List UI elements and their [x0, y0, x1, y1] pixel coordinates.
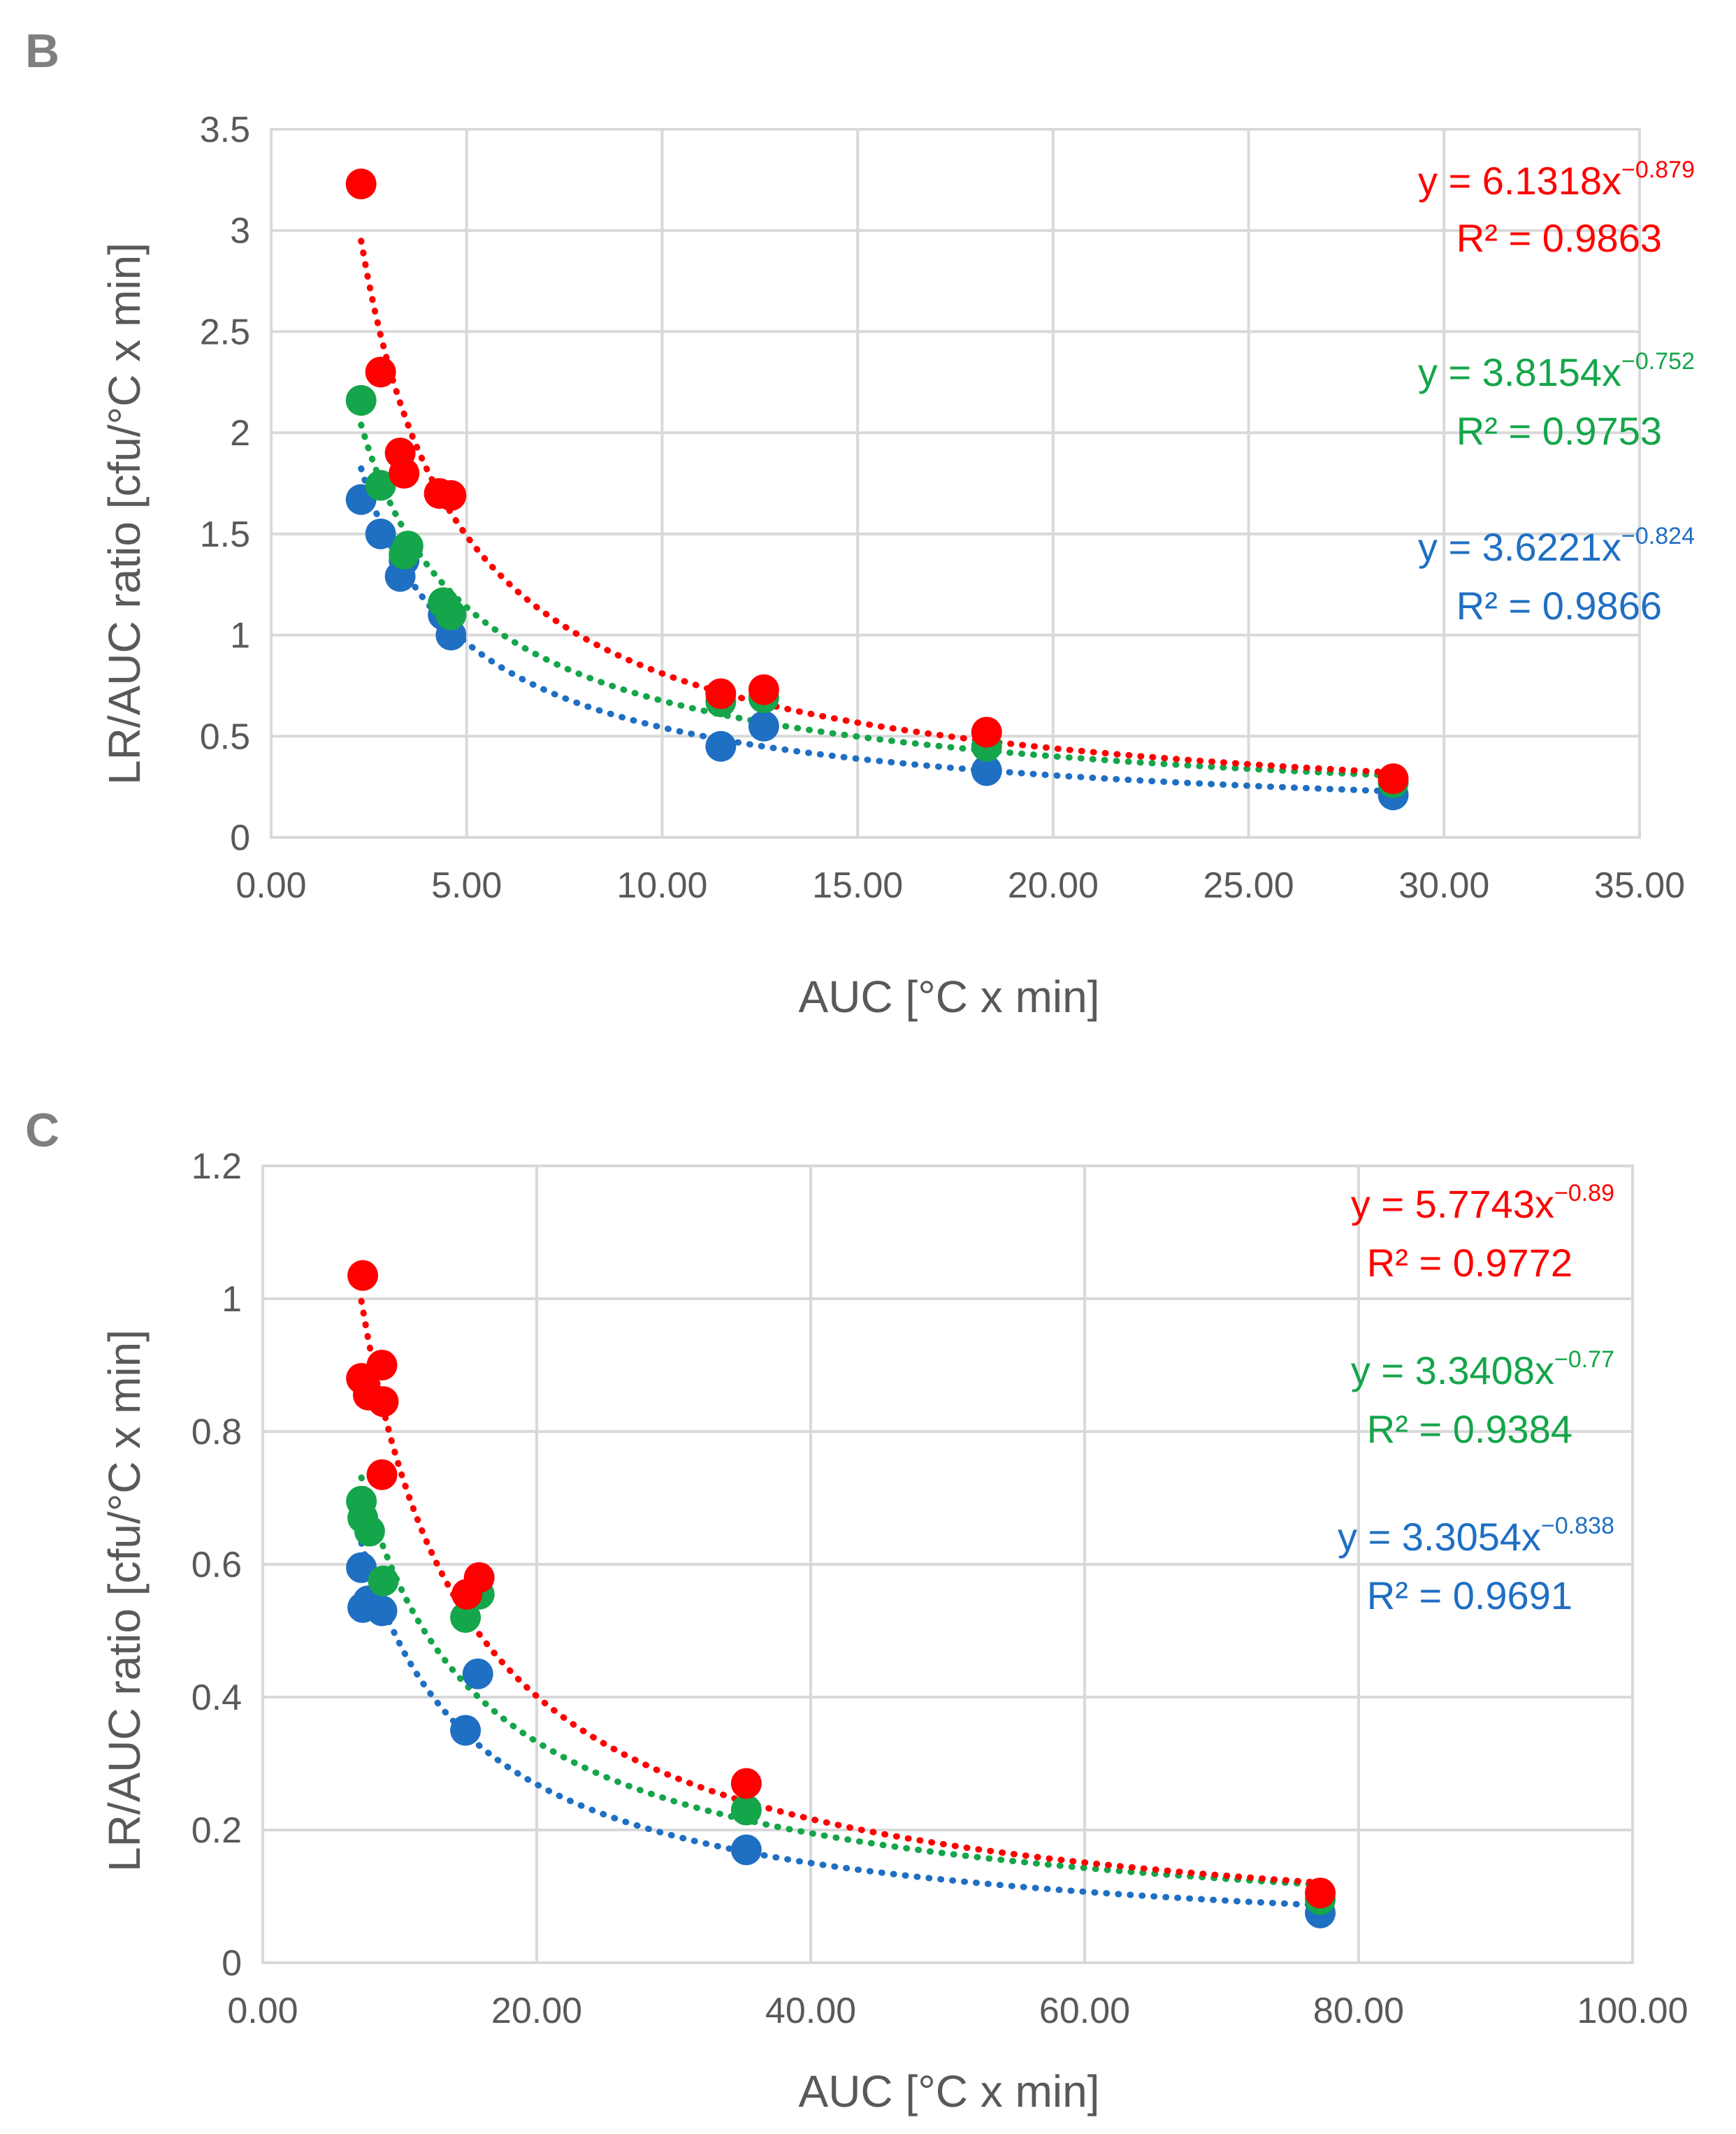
chart-panel-c: C 0.00 20.00 40.00 60.00 80.00 100.0000.20.40… — [25, 1104, 1688, 2117]
trendline-blue — [358, 465, 1397, 795]
trendlines-c — [358, 1297, 1324, 1909]
plot-frame — [261, 1165, 1634, 1964]
trendline-green — [358, 1474, 1324, 1888]
y-tick-label: 3 — [230, 211, 250, 252]
equation-red-c: y = 5.7743x−0.89 — [1351, 1180, 1614, 1226]
r2-blue-b: R² = 0.9866 — [1456, 584, 1662, 628]
x-tick-label: 40.00 — [765, 1991, 856, 2031]
y-tick-label: 0 — [230, 818, 250, 858]
y-tick-label: 1.2 — [191, 1146, 242, 1187]
x-tick-label: 10.00 — [616, 865, 707, 906]
trendlines-b — [358, 238, 1397, 795]
data-point-red — [971, 716, 1002, 748]
data-point-red — [1377, 763, 1409, 795]
y-tick-label: 3.5 — [200, 110, 250, 150]
y-tick-label: 1 — [230, 616, 250, 656]
data-point-red — [366, 1350, 398, 1380]
data-points-c — [346, 1260, 1336, 1928]
data-point-green — [368, 1565, 399, 1596]
y-tick-label: 0.6 — [191, 1545, 242, 1585]
data-point-green — [354, 1515, 385, 1547]
x-tick-label: 30.00 — [1398, 865, 1489, 906]
trendline-red — [358, 238, 1397, 776]
equations-c: y = 5.7743x−0.89 R² = 0.9772 y = 3.3408x… — [1338, 1180, 1614, 1617]
x-tick-label: 60.00 — [1039, 1991, 1130, 2031]
panel-label-b: B — [25, 24, 59, 78]
panel-label-c: C — [25, 1104, 59, 1157]
data-point-red — [366, 1459, 398, 1490]
equations-b: y = 6.1318x−0.879 R² = 0.9863 y = 3.8154… — [1418, 157, 1695, 628]
r2-red-b: R² = 0.9863 — [1456, 216, 1662, 260]
data-point-red — [705, 678, 737, 709]
y-axis-label-c: LR/AUC ratio [cfu/°C x min] — [99, 1329, 150, 1872]
x-tick-label: 25.00 — [1203, 865, 1294, 906]
plot-frame — [270, 128, 1641, 839]
data-point-green — [435, 599, 467, 630]
data-point-blue — [366, 1595, 398, 1627]
x-tick-label: 0.00 — [236, 865, 306, 906]
y-tick-label: 2.5 — [200, 312, 250, 352]
data-point-red — [730, 1768, 762, 1799]
r2-blue-c: R² = 0.9691 — [1367, 1573, 1572, 1617]
y-tick-label: 0.5 — [200, 716, 250, 757]
y-tick-label: 0 — [222, 1943, 242, 1984]
data-point-red — [365, 356, 396, 388]
r2-green-b: R² = 0.9753 — [1456, 409, 1662, 453]
data-point-green — [345, 384, 377, 416]
data-point-red — [1305, 1877, 1336, 1909]
equation-green-b: y = 3.8154x−0.752 — [1418, 348, 1695, 394]
equation-green-c: y = 3.3408x−0.77 — [1351, 1346, 1614, 1392]
x-axis-label-c: AUC [°C x min] — [799, 2066, 1100, 2117]
data-point-blue — [365, 518, 396, 549]
data-point-red — [345, 168, 377, 200]
y-tick-label: 1 — [222, 1279, 242, 1320]
gridlines-c — [261, 1165, 1634, 1964]
equation-blue-c: y = 3.3054x−0.838 — [1338, 1513, 1614, 1559]
tick-labels-c: 0.00 20.00 40.00 60.00 80.00 100.00 0 0.2 0.4 0.6… — [191, 1146, 1688, 2031]
y-tick-label: 1.5 — [200, 514, 250, 555]
r2-green-c: R² = 0.9384 — [1367, 1407, 1572, 1451]
data-point-green — [365, 470, 396, 501]
x-tick-label: 100.00 — [1577, 1991, 1688, 2031]
data-point-green — [392, 531, 424, 562]
trendline-green — [358, 421, 1397, 779]
x-tick-label: 15.00 — [812, 865, 903, 906]
trendline-red — [358, 1297, 1324, 1886]
y-axis-label-b: LR/AUC ratio [cfu/°C x min] — [99, 243, 150, 785]
data-point-red — [748, 674, 779, 705]
equation-blue-b: y = 3.6221x−0.824 — [1418, 523, 1695, 569]
y-tick-label: 2 — [230, 413, 250, 454]
data-point-blue — [748, 710, 779, 742]
data-point-green — [450, 1602, 482, 1633]
data-point-blue — [462, 1658, 493, 1689]
data-point-red — [368, 1386, 399, 1418]
data-point-red — [463, 1562, 495, 1593]
x-tick-label: 0.00 — [227, 1991, 298, 2031]
y-tick-label: 0.8 — [191, 1412, 242, 1452]
chart-panel-b: B 0.00 5.00 10.00 15.00 20.00 25.00 30.00 35.00… — [25, 24, 1695, 1022]
trendline-blue — [358, 1540, 1324, 1909]
data-point-green — [730, 1794, 762, 1826]
tick-labels-b: 0.00 5.00 10.00 15.00 20.00 25.00 30.00 35.00 0 0… — [200, 110, 1685, 906]
data-point-red — [389, 458, 420, 489]
x-tick-label: 80.00 — [1313, 1991, 1404, 2031]
data-point-red — [347, 1260, 379, 1291]
data-points-b — [345, 168, 1409, 811]
y-tick-label: 0.4 — [191, 1678, 242, 1718]
data-point-blue — [450, 1715, 482, 1746]
data-point-blue — [730, 1834, 762, 1866]
y-tick-label: 0.2 — [191, 1810, 242, 1851]
x-axis-label-b: AUC [°C x min] — [799, 972, 1100, 1022]
data-point-blue — [705, 730, 737, 762]
r2-red-c: R² = 0.9772 — [1367, 1241, 1572, 1285]
x-tick-label: 5.00 — [431, 865, 502, 906]
x-tick-label: 20.00 — [1008, 865, 1099, 906]
x-tick-label: 20.00 — [491, 1991, 582, 2031]
equation-red-b: y = 6.1318x−0.879 — [1418, 157, 1695, 203]
data-point-red — [435, 480, 467, 511]
gridlines-b — [270, 128, 1641, 839]
data-point-blue — [971, 755, 1002, 786]
x-tick-label: 35.00 — [1594, 865, 1685, 906]
